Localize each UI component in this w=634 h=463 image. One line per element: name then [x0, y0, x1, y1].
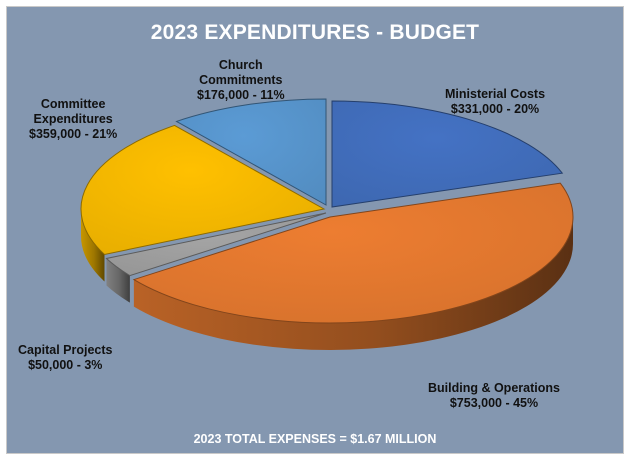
- slice-name: Expenditures: [33, 112, 113, 126]
- slice-value: $50,000 - 3%: [28, 358, 103, 372]
- slice-value: $176,000 - 11%: [197, 88, 285, 102]
- pie-chart: [80, 98, 574, 351]
- slice-label-building-operations: Building & Operations $753,000 - 45%: [428, 381, 560, 411]
- slice-value: $331,000 - 20%: [450, 102, 540, 116]
- slice-name: Church: [218, 58, 263, 72]
- pie-slice-ministerial-costs: [331, 100, 564, 208]
- slice-label-church-commitments: Church Commitments $176,000 - 11%: [197, 58, 285, 103]
- pie-slice-building-operations: [132, 182, 574, 324]
- pie-side-capital-projects: [106, 258, 130, 303]
- pie-side-building-operations: [133, 217, 573, 351]
- chart-area: 2023 EXPENDITURES - BUDGET Ministerial C…: [6, 6, 624, 454]
- slice-name: Building & Operations: [428, 381, 560, 395]
- slice-value: $359,000 - 21%: [29, 127, 118, 141]
- pie-side-committee-expenditures: [81, 209, 105, 282]
- pie-slice-committee-expenditures: [80, 124, 326, 256]
- slice-name: Ministerial Costs: [445, 87, 546, 101]
- slice-value: $753,000 - 45%: [449, 396, 539, 410]
- slice-label-committee-expenditures: Committee Expenditures $359,000 - 21%: [29, 97, 117, 142]
- pie-slice-church-commitments: [175, 98, 327, 206]
- slice-name: Commitments: [199, 73, 283, 87]
- total-expenses: 2023 TOTAL EXPENSES = $1.67 MILLION: [193, 432, 437, 446]
- slice-label-ministerial-costs: Ministerial Costs $331,000 - 20%: [445, 87, 545, 117]
- slice-label-capital-projects: Capital Projects $50,000 - 3%: [18, 343, 112, 373]
- pie-slice-capital-projects: [105, 212, 327, 277]
- slice-name: Capital Projects: [18, 343, 113, 357]
- chart-title: 2023 EXPENDITURES - BUDGET: [150, 21, 480, 44]
- slice-name: Committee: [40, 97, 106, 111]
